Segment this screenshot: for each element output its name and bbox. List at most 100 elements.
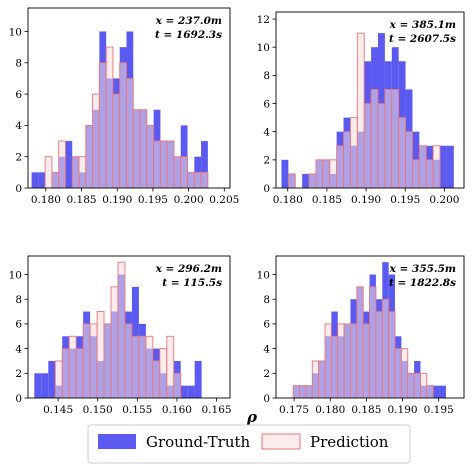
- x-tick-label: 0.185: [67, 194, 97, 206]
- prediction-bar: [362, 323, 371, 398]
- y-tick-label: 2: [15, 368, 22, 380]
- prediction-bar: [44, 156, 53, 188]
- axes-frame: [275, 255, 465, 399]
- y-tick-label: 12: [257, 14, 270, 26]
- ground-truth-bar: [180, 385, 188, 398]
- prediction-bar: [153, 140, 161, 188]
- prediction-bar: [343, 323, 351, 398]
- prediction-bar: [377, 103, 386, 188]
- prediction-bar: [146, 124, 155, 188]
- prediction-bar: [420, 372, 428, 398]
- prediction-bar: [356, 286, 364, 398]
- prediction-bar: [363, 103, 372, 188]
- legend-prediction-label: Prediction: [310, 433, 389, 451]
- prediction-bar: [343, 131, 351, 188]
- x-axis-label: ρ: [246, 408, 258, 426]
- y-tick-label: 10: [257, 269, 270, 281]
- prediction-bar: [426, 385, 434, 398]
- prediction-bar: [173, 372, 182, 398]
- ground-truth-bar: [281, 159, 289, 188]
- prediction-bar: [413, 372, 421, 398]
- annotation-position: x = 296.2m: [155, 263, 222, 275]
- prediction-bar: [68, 335, 77, 398]
- prediction-bar: [329, 159, 338, 188]
- prediction-bar: [82, 323, 91, 398]
- prediction-bar: [187, 171, 195, 188]
- prediction-bar: [425, 159, 434, 188]
- prediction-bar: [152, 360, 161, 398]
- prediction-bar: [308, 173, 317, 188]
- annotation-position: x = 237.0m: [155, 15, 222, 27]
- prediction-bar: [105, 46, 114, 188]
- ground-truth-bar: [446, 145, 454, 188]
- y-tick-label: 0: [15, 183, 22, 195]
- x-tick-label: 0.180: [31, 194, 61, 206]
- x-tick-label: 0.185: [351, 404, 381, 416]
- prediction-bar: [287, 173, 296, 188]
- prediction-bar: [117, 261, 126, 398]
- prediction-bar: [126, 77, 134, 188]
- y-tick-label: 4: [263, 343, 270, 355]
- x-tick-label: 0.195: [424, 404, 454, 416]
- x-tick-label: 0.160: [162, 404, 192, 416]
- histogram-panel: 0 2 4 6 8 10 0.145 0.150 0.155 0.160 0.165 x = 296.…: [9, 255, 232, 416]
- x-tick-label: 0.175: [279, 404, 309, 416]
- y-tick-label: 6: [263, 319, 270, 331]
- x-tick-label: 0.145: [43, 404, 73, 416]
- x-tick-label: 0.180: [273, 194, 303, 206]
- prediction-bar: [418, 145, 427, 188]
- annotation-time: t = 1822.8s: [389, 277, 456, 289]
- prediction-bar: [138, 335, 147, 398]
- y-tick-label: 8: [15, 58, 22, 70]
- ground-truth-bar: [31, 172, 39, 188]
- prediction-bar: [61, 348, 70, 398]
- prediction-bar: [54, 360, 63, 398]
- prediction-bar: [166, 335, 175, 398]
- prediction-bar: [71, 156, 80, 188]
- prediction-bar: [369, 286, 377, 398]
- prediction-bar: [350, 323, 358, 398]
- prediction-bar: [318, 360, 326, 398]
- ground-truth-bar: [433, 385, 440, 398]
- x-tick-label: 0.205: [209, 194, 239, 206]
- prediction-bar: [322, 159, 331, 188]
- prediction-bar: [349, 117, 358, 188]
- prediction-bar: [337, 323, 345, 398]
- prediction-bar: [85, 124, 94, 188]
- x-tick-label: 0.195: [390, 194, 420, 206]
- prediction-bar: [112, 93, 121, 188]
- prediction-bar: [131, 335, 140, 398]
- y-tick-label: 8: [263, 294, 270, 306]
- prediction-bar: [200, 171, 209, 188]
- prediction-bar: [124, 323, 133, 398]
- x-tick-label: 0.155: [122, 404, 152, 416]
- ground-truth-bar: [38, 172, 46, 188]
- annotation-time: t = 1692.3s: [155, 29, 222, 41]
- prediction-bar: [89, 323, 98, 398]
- x-tick-label: 0.200: [174, 194, 204, 206]
- prediction-bar: [96, 311, 105, 398]
- axes-frame: [27, 7, 231, 189]
- ground-truth-bar: [187, 385, 195, 398]
- y-tick-label: 2: [263, 155, 270, 167]
- prediction-bar: [315, 159, 324, 188]
- prediction-bar: [78, 156, 87, 188]
- prediction-bar: [51, 171, 60, 188]
- legend-box: [87, 424, 411, 464]
- prediction-bar: [159, 140, 168, 188]
- y-tick-label: 0: [15, 393, 22, 405]
- x-tick-label: 0.185: [312, 194, 342, 206]
- prediction-bar: [159, 348, 168, 398]
- x-tick-label: 0.150: [83, 404, 113, 416]
- prediction-bar: [305, 385, 313, 398]
- y-tick-label: 10: [9, 269, 22, 281]
- legend: Ground-Truth Prediction: [87, 424, 411, 464]
- histogram-panel: 0 2 4 6 8 10 0.175 0.180 0.185 0.190 0.195 x = 355.…: [257, 255, 465, 416]
- prediction-bar: [407, 372, 415, 398]
- prediction-bar: [139, 109, 148, 188]
- prediction-bar: [375, 311, 383, 398]
- ground-truth-bar: [65, 141, 73, 188]
- prediction-bar: [324, 323, 332, 398]
- prediction-bar: [110, 286, 119, 398]
- ground-truth-bar: [34, 373, 42, 398]
